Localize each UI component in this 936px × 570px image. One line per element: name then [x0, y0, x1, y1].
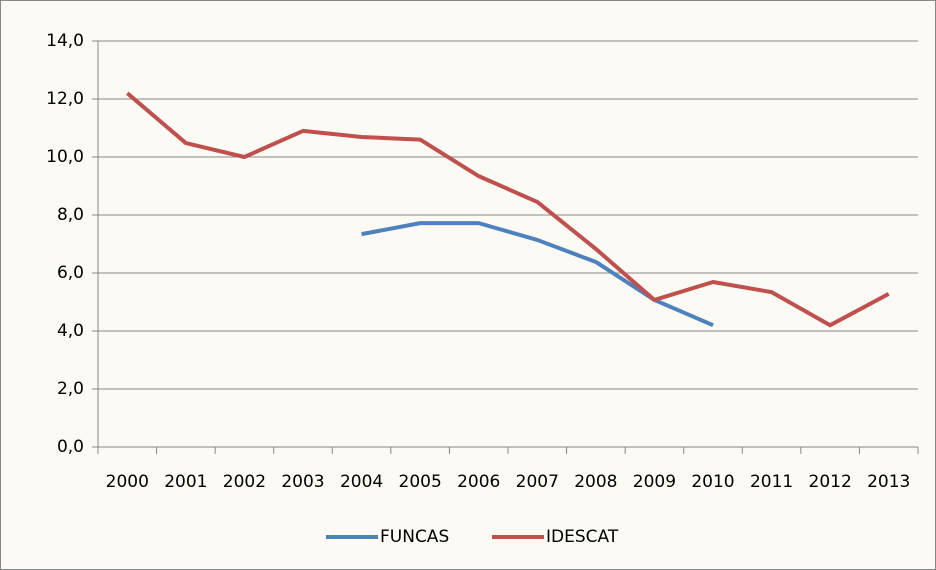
x-tick-label: 2002 — [223, 472, 266, 492]
x-tick-label: 2010 — [691, 472, 734, 492]
line-series — [125, 91, 890, 328]
x-tick-label: 2009 — [633, 472, 676, 492]
x-tick-label: 2008 — [574, 472, 617, 492]
x-tick-label: 2001 — [164, 472, 207, 492]
x-tick-label: 2000 — [106, 472, 149, 492]
x-tick-label: 2013 — [867, 472, 910, 492]
x-tick-label: 2005 — [399, 472, 442, 492]
legend-label: IDESCAT — [546, 527, 619, 547]
x-tick-label: 2007 — [516, 472, 559, 492]
y-tick-label: 10,0 — [46, 147, 84, 167]
x-tick-label: 2006 — [457, 472, 500, 492]
y-tick-label: 14,0 — [46, 31, 84, 51]
y-tick-label: 6,0 — [57, 263, 84, 283]
x-tick-label: 2011 — [750, 472, 793, 492]
x-tick-label: 2003 — [281, 472, 324, 492]
y-tick-label: 2,0 — [57, 379, 84, 399]
x-tick-label: 2012 — [809, 472, 852, 492]
y-tick-label: 12,0 — [46, 89, 84, 109]
y-tick-label: 4,0 — [57, 321, 84, 341]
y-tick-label: 0,0 — [57, 437, 84, 457]
legend-label: FUNCAS — [380, 527, 449, 547]
y-tick-label: 8,0 — [57, 205, 84, 225]
x-tick-label: 2004 — [340, 472, 383, 492]
